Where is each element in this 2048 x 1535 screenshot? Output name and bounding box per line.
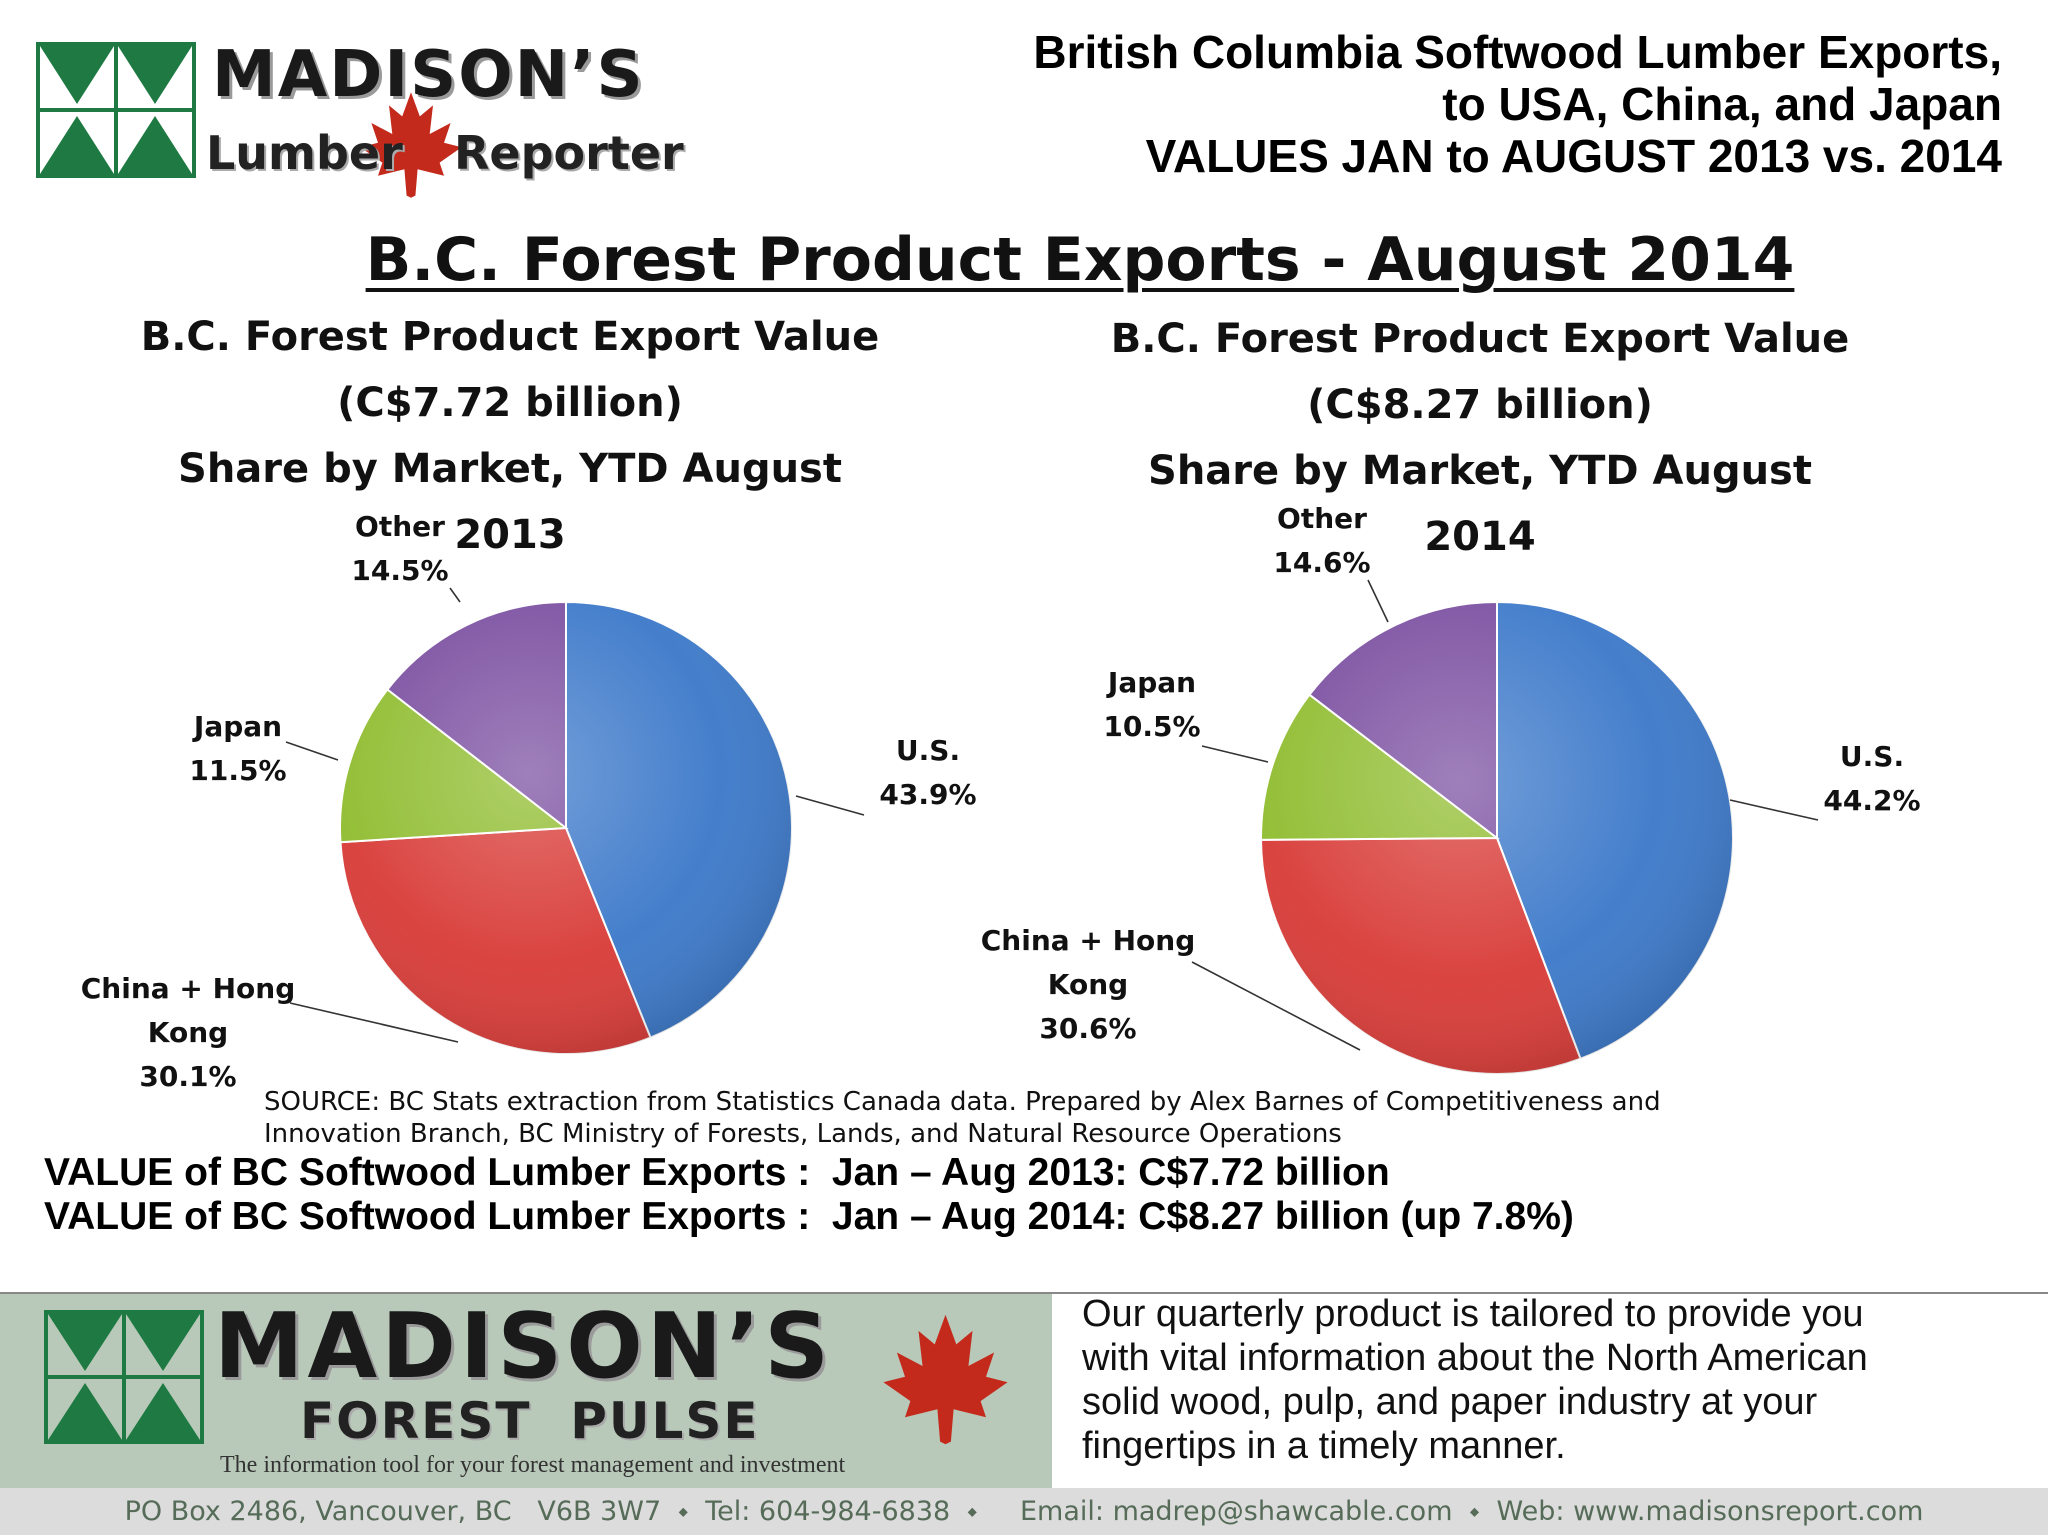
- lumber-reporter-logo: MADISON’S Lumber Reporter: [36, 38, 696, 198]
- footer-description: Our quarterly product is tailored to pro…: [1082, 1292, 2022, 1468]
- footer-brand-sub: FOREST PULSE: [300, 1392, 760, 1450]
- chart-title-text: B.C. Forest Product Exports - August 201…: [365, 225, 1795, 295]
- forest-pulse-logo-panel: MADISON’S FOREST PULSE The information t…: [0, 1292, 1052, 1488]
- pie-2013-subtitle-line1: B.C. Forest Product Export Value: [140, 314, 880, 360]
- maple-leaf-icon: [883, 1314, 1008, 1445]
- value-line-2013: VALUE of BC Softwood Lumber Exports : Ja…: [44, 1151, 1390, 1194]
- pie-0-leader-u-s: [795, 795, 865, 816]
- pie-2014-subtitle-line3: Share by Market, YTD August 2014: [1148, 448, 1812, 560]
- pie-0-gloss: [340, 602, 792, 1054]
- brand-name: MADISON’S: [212, 38, 645, 112]
- pie-1-label-japan: Japan 10.5%: [1103, 666, 1200, 743]
- pie-0-label-u-s: U.S. 43.9%: [879, 734, 976, 811]
- footer-desc-line3: solid wood, pulp, and paper industry at …: [1082, 1381, 1818, 1423]
- footer-desc-line4: fingertips in a timely manner.: [1082, 1425, 1566, 1467]
- title-line-3: VALUES JAN to AUGUST 2013 vs. 2014: [1145, 130, 2002, 182]
- pie-1-leader-other: [1367, 579, 1389, 623]
- page-title: British Columbia Softwood Lumber Exports…: [852, 26, 2002, 182]
- source-note-line1: SOURCE: BC Stats extraction from Statist…: [264, 1087, 1661, 1117]
- pie-0-leader-china-hong-kong: [289, 1002, 459, 1043]
- source-note-line2: Innovation Branch, BC Ministry of Forest…: [264, 1119, 1342, 1149]
- pie-1-gloss: [1261, 602, 1733, 1074]
- triangle-grid-icon: [44, 1310, 204, 1444]
- pie-1-label-china-hong-kong: China + Hong Kong 30.6%: [981, 924, 1196, 1045]
- pie-0-label-other: Other 14.5%: [351, 510, 448, 587]
- pie-2013-subtitle: B.C. Forest Product Export Value (C$7.72…: [120, 304, 900, 568]
- title-line-1: British Columbia Softwood Lumber Exports…: [1033, 26, 2002, 78]
- contact-info: PO Box 2486, Vancouver, BC V6B 3W7 ⬩ Tel…: [124, 1496, 1924, 1527]
- value-line-2014: VALUE of BC Softwood Lumber Exports : Ja…: [44, 1195, 1574, 1238]
- footer-brand-name: MADISON’S: [214, 1294, 834, 1399]
- pie-0-leader-other: [449, 587, 461, 603]
- source-note: SOURCE: BC Stats extraction from Statist…: [264, 1086, 1914, 1150]
- footer-tagline: The information tool for your forest man…: [220, 1452, 846, 1478]
- pie-1-label-u-s: U.S. 44.2%: [1823, 740, 1920, 817]
- pie-0-label-japan: Japan 11.5%: [189, 710, 286, 787]
- footer-divider: [0, 1292, 2048, 1294]
- pie-2014-subtitle-line2: (C$8.27 billion): [1307, 382, 1653, 428]
- contact-bar: [0, 1488, 2048, 1535]
- pie-2014-subtitle: B.C. Forest Product Export Value (C$8.27…: [1090, 306, 1870, 570]
- brand-sub-lumber: Lumber: [206, 126, 403, 180]
- title-line-2: to USA, China, and Japan: [1442, 78, 2002, 130]
- pie-0-label-china-hong-kong: China + Hong Kong 30.1%: [81, 972, 296, 1093]
- pie-2013-subtitle-line2: (C$7.72 billion): [337, 380, 683, 426]
- pie-1-leader-japan: [1201, 745, 1269, 763]
- pie-2013: U.S. 43.9% China + Hong Kong 30.1% Japan 11.5%…: [81, 510, 977, 1093]
- pie-2014: U.S. 44.2% China + Hong Kong 30.6% Japan 10.5%…: [981, 502, 1921, 1075]
- triangle-grid-icon: [36, 42, 196, 178]
- pie-2014-subtitle-line1: B.C. Forest Product Export Value: [1110, 316, 1850, 362]
- chart-title: B.C. Forest Product Exports - August 201…: [50, 225, 2048, 295]
- pie-1-label-other: Other 14.6%: [1273, 502, 1370, 579]
- footer-desc-line2: with vital information about the North A…: [1082, 1337, 1868, 1379]
- maple-leaf-icon: [360, 92, 462, 198]
- footer-desc-line1: Our quarterly product is tailored to pro…: [1082, 1293, 1864, 1335]
- pie-1-leader-u-s: [1729, 799, 1819, 821]
- pie-0-leader-japan: [285, 741, 339, 761]
- pie-2013-subtitle-line3: Share by Market, YTD August 2013: [178, 446, 842, 558]
- pie-1-leader-china-hong-kong: [1191, 961, 1361, 1051]
- brand-sub-reporter: Reporter: [454, 126, 684, 180]
